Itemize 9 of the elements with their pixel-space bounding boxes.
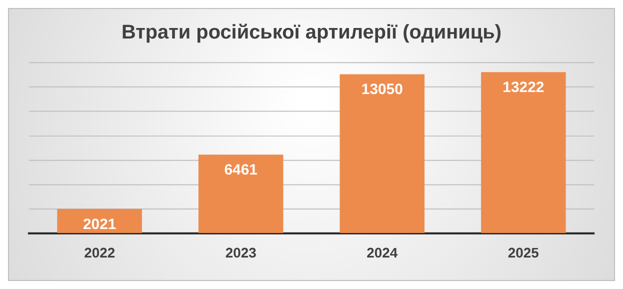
data-label: 13222 xyxy=(502,79,544,96)
x-tick-label: 2024 xyxy=(366,244,398,261)
data-label: 6461 xyxy=(224,162,258,179)
chart-title: Втрати російської артилерії (одиниць) xyxy=(122,21,502,44)
x-tick-label: 2023 xyxy=(225,244,257,261)
x-tick-label: 2025 xyxy=(508,244,540,261)
x-tick-label: 2022 xyxy=(84,244,116,261)
data-label: 13050 xyxy=(361,81,403,98)
data-label: 2021 xyxy=(82,216,116,233)
